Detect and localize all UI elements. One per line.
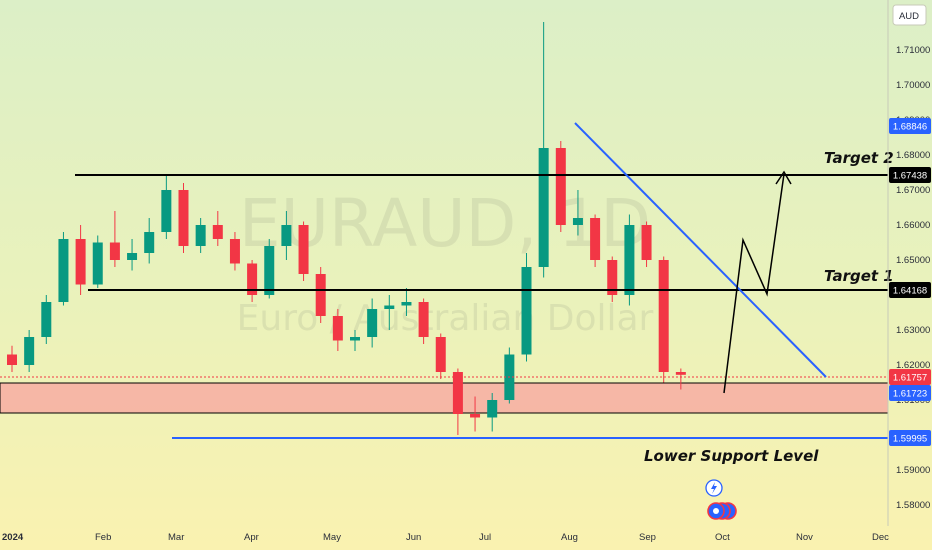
currency-label: AUD bbox=[899, 11, 919, 22]
projection-path[interactable] bbox=[723, 173, 785, 394]
y-tick-label: 1.65000 bbox=[896, 255, 930, 266]
candle-body[interactable] bbox=[144, 232, 155, 253]
candle-body[interactable] bbox=[641, 225, 652, 260]
x-tick-label: Apr bbox=[244, 532, 259, 543]
x-tick-label: May bbox=[323, 532, 341, 543]
candle-body[interactable] bbox=[572, 218, 583, 225]
candle-body[interactable] bbox=[435, 337, 446, 372]
candle-body[interactable] bbox=[195, 225, 206, 246]
y-tick-label: 1.62000 bbox=[896, 360, 930, 371]
price-tag-box[interactable] bbox=[889, 385, 931, 401]
candle-body[interactable] bbox=[58, 239, 69, 302]
y-tick-label: 1.63000 bbox=[896, 325, 930, 336]
candle-body[interactable] bbox=[127, 253, 138, 260]
y-tick-label: 1.67000 bbox=[896, 185, 930, 196]
candle-body[interactable] bbox=[607, 260, 618, 295]
x-tick-label: Jun bbox=[406, 532, 421, 543]
x-tick-label: Nov bbox=[796, 532, 813, 543]
candle-body[interactable] bbox=[161, 190, 172, 232]
candle-body[interactable] bbox=[247, 263, 258, 296]
y-tick-label: 1.58000 bbox=[896, 500, 930, 511]
candle-body[interactable] bbox=[281, 225, 292, 246]
descending-trendline[interactable] bbox=[574, 122, 827, 378]
candle-body[interactable] bbox=[350, 337, 360, 341]
candle-body[interactable] bbox=[7, 354, 17, 366]
price-tag-label: 1.68846 bbox=[893, 122, 927, 133]
target-1-label: Target 1 bbox=[824, 267, 894, 285]
candle-body[interactable] bbox=[521, 267, 532, 355]
candle-body[interactable] bbox=[264, 246, 275, 295]
price-tag-box[interactable] bbox=[889, 167, 931, 183]
flags-icon[interactable] bbox=[707, 502, 737, 520]
candle-body[interactable] bbox=[315, 274, 326, 316]
price-tag-label: 1.64168 bbox=[893, 286, 927, 297]
candle-body[interactable] bbox=[487, 400, 498, 418]
x-axis-ticks: 2024 Feb Mar Apr May Jun Jul Aug Sep Oct Nov Dec bbox=[2, 532, 889, 543]
candle-body[interactable] bbox=[384, 305, 395, 310]
x-tick-label: Mar bbox=[168, 532, 184, 543]
price-tag-box[interactable] bbox=[889, 430, 931, 446]
candle-body[interactable] bbox=[470, 414, 481, 418]
y-tick-label: 1.70000 bbox=[896, 80, 930, 91]
candle-body[interactable] bbox=[298, 225, 309, 274]
candle-body[interactable] bbox=[418, 302, 429, 337]
candle-body[interactable] bbox=[452, 372, 463, 414]
support-label: Lower Support Level bbox=[644, 447, 819, 465]
price-tag-box[interactable] bbox=[889, 282, 931, 298]
price-tag-box[interactable] bbox=[889, 369, 931, 385]
watermark-name: Euro / Australian Dollar bbox=[237, 298, 654, 339]
price-tags: 1.68846 1.67438 1.64168 1.61757 1.61723 1.599… bbox=[889, 118, 931, 446]
candle-body[interactable] bbox=[401, 302, 412, 306]
y-tick-label: 1.68000 bbox=[896, 150, 930, 161]
candle-body[interactable] bbox=[92, 242, 103, 285]
candle-body[interactable] bbox=[229, 239, 240, 264]
price-tag-box[interactable] bbox=[889, 118, 931, 134]
support-zone[interactable] bbox=[0, 382, 889, 414]
x-tick-label: Aug bbox=[561, 532, 578, 543]
candle-body[interactable] bbox=[332, 316, 343, 341]
candle-body[interactable] bbox=[367, 309, 378, 337]
y-tick-label: 1.71000 bbox=[896, 45, 930, 56]
candle-body[interactable] bbox=[41, 302, 52, 337]
price-tag-label: 1.61723 bbox=[893, 389, 927, 400]
projection-arrowhead bbox=[775, 170, 792, 185]
currency-box[interactable] bbox=[892, 4, 927, 26]
candle-body[interactable] bbox=[658, 260, 669, 372]
y-tick-label: 1.66000 bbox=[896, 220, 930, 231]
x-tick-label: Jul bbox=[479, 532, 491, 543]
candle-body[interactable] bbox=[675, 372, 686, 375]
price-tag-label: 1.61757 bbox=[893, 373, 927, 384]
candle-body[interactable] bbox=[109, 242, 120, 261]
target-2-label: Target 2 bbox=[824, 149, 894, 167]
candle-body[interactable] bbox=[590, 218, 601, 260]
x-tick-label: Sep bbox=[639, 532, 656, 543]
events-icon[interactable] bbox=[705, 479, 723, 497]
x-tick-label: Oct bbox=[715, 532, 730, 543]
x-tick-label: Feb bbox=[95, 532, 111, 543]
candle-body[interactable] bbox=[212, 225, 223, 239]
price-tag-label: 1.59995 bbox=[893, 434, 927, 445]
candle-body[interactable] bbox=[555, 148, 566, 225]
price-tag-label: 1.67438 bbox=[893, 171, 927, 182]
candles-group bbox=[7, 22, 686, 435]
candle-body[interactable] bbox=[178, 190, 189, 246]
y-tick-label: 1.59000 bbox=[896, 465, 930, 476]
x-tick-label: Dec bbox=[872, 532, 889, 543]
candle-body[interactable] bbox=[624, 225, 635, 295]
candle-body[interactable] bbox=[538, 148, 549, 267]
x-tick-label: 2024 bbox=[2, 532, 24, 543]
candle-body[interactable] bbox=[75, 239, 86, 285]
candle-body[interactable] bbox=[24, 337, 35, 365]
